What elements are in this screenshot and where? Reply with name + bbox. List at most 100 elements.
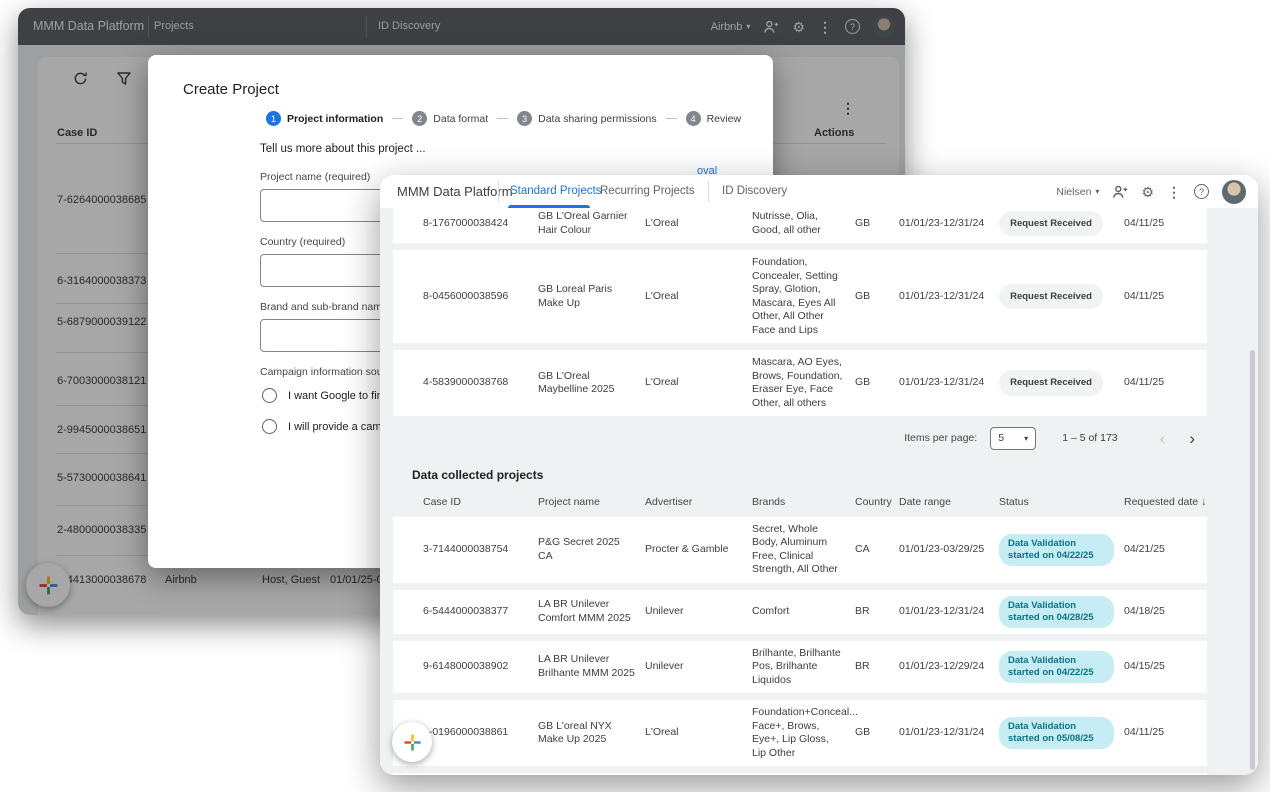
cell-brands: Host, Guest	[262, 574, 321, 586]
case-id: 2-4800000038335	[57, 524, 147, 536]
cell-date-range: 01/01/23-03/29/25	[899, 542, 985, 555]
divider	[56, 352, 156, 353]
avatar[interactable]	[1222, 179, 1246, 204]
cell-case-id: 4-5839000038768	[423, 376, 509, 389]
sort-desc-icon: ↓	[1201, 496, 1207, 508]
column-header-advertiser[interactable]: Advertiser	[645, 496, 693, 508]
front-window: MMM Data Platform Standard Projects Recu…	[380, 175, 1258, 775]
table-row[interactable]: 4-5839000038768 GB L'Oreal Maybelline 20…	[393, 350, 1207, 416]
table-header-row: Case ID Project name Advertiser Brands C…	[393, 492, 1207, 514]
app-title: MMM Data Platform	[33, 19, 145, 33]
country-label: Country (required)	[260, 236, 346, 248]
step-connector	[392, 118, 404, 119]
plus-icon	[39, 576, 57, 594]
cell-requested-date: 04/11/25	[1124, 376, 1165, 389]
kebab-menu-icon[interactable]: ⋮	[1167, 183, 1181, 200]
cell-status: Data Validation started on 04/28/25	[999, 590, 1124, 634]
stepper: 1 Project information 2 Data format 3 Da…	[266, 111, 741, 126]
radio-icon[interactable]	[262, 419, 277, 434]
partial-approval-link[interactable]: oval	[697, 165, 718, 177]
cell-project-name: LA BR Unilever Comfort MMM 2025	[538, 598, 631, 624]
prev-page-chevron-icon[interactable]: ‹	[1159, 428, 1166, 448]
table-row[interactable]: 8-1767000038424 GB L'Oreal Garnier Hair …	[393, 208, 1207, 243]
step-data-sharing-permissions[interactable]: 3 Data sharing permissions	[517, 111, 657, 126]
person-add-icon[interactable]	[1112, 184, 1128, 200]
step-number: 3	[517, 111, 533, 126]
help-icon[interactable]: ?	[1194, 184, 1209, 199]
radio-option-google-find[interactable]: I want Google to find	[262, 388, 740, 403]
cell-case-id: 1-0196000038861	[423, 726, 509, 739]
modal-intro-text: Tell us more about this project ...	[260, 143, 426, 155]
brand-label: Brand and sub-brand nam	[260, 301, 382, 313]
cell-advertiser: Airbnb	[165, 574, 197, 586]
divider	[56, 303, 156, 304]
tab-standard-projects[interactable]: Standard Projects	[510, 185, 602, 197]
page-size-value: 5	[998, 432, 1005, 444]
vertical-scrollbar[interactable]	[1250, 350, 1255, 770]
next-page-chevron-icon[interactable]: ›	[1189, 428, 1195, 448]
kebab-menu-icon[interactable]: ⋮	[818, 18, 832, 35]
tab-projects[interactable]: Projects	[154, 20, 194, 32]
table-row[interactable]: 3-6521000038495 GB L'Oreal Paris Skin Ca…	[393, 773, 1207, 775]
column-header-date-range[interactable]: Date range	[899, 496, 951, 508]
cell-country: BR	[855, 660, 870, 672]
tab-id-discovery[interactable]: ID Discovery	[722, 185, 788, 197]
cell-brands: Secret, Whole Body, Aluminum Free, Clini…	[752, 522, 838, 576]
column-header-requested-date[interactable]: Requested date ↓	[1124, 496, 1207, 508]
column-header-project-name[interactable]: Project name	[538, 496, 600, 508]
front-content: 8-1767000038424 GB L'Oreal Garnier Hair …	[380, 208, 1258, 775]
settings-gear-icon[interactable]: ⚙	[792, 18, 805, 35]
table-row[interactable]: 1-0196000038861 GB L'oreal NYX Make Up 2…	[393, 700, 1207, 766]
page-size-select[interactable]: 5 ▾	[990, 426, 1037, 450]
column-header-actions: Actions	[814, 127, 855, 139]
account-switcher[interactable]: Airbnb ▾	[711, 21, 751, 33]
column-header-country[interactable]: Country	[855, 496, 892, 508]
cell-project-name: GB Loreal Paris Make Up	[538, 283, 613, 309]
cell-date-range: 01/01/23-12/29/24	[899, 660, 985, 672]
table-row[interactable]: 6-5444000038377 LA BR Unilever Comfort M…	[393, 589, 1207, 634]
person-add-icon[interactable]	[763, 19, 779, 35]
column-header-brands[interactable]: Brands	[752, 496, 786, 508]
table-row[interactable]: 8-0456000038596 GB Loreal Paris Make Up …	[393, 250, 1207, 343]
step-number: 2	[412, 111, 428, 126]
radio-option-provide-campaign[interactable]: I will provide a campa	[262, 419, 740, 434]
tab-id-discovery[interactable]: ID Discovery	[378, 20, 441, 32]
status-badge: Data Validation started on 04/22/25	[999, 533, 1114, 566]
cell-brands: Foundation+Conceal... Face+, Brows, Eye+…	[752, 706, 858, 759]
cell-brands: AP Core, AP Golden Age, AP Cell Renew, R…	[752, 773, 855, 775]
step-data-format[interactable]: 2 Data format	[412, 111, 488, 126]
help-icon[interactable]: ?	[845, 19, 860, 34]
account-switcher[interactable]: Nielsen ▾	[1056, 186, 1099, 198]
divider	[56, 405, 156, 406]
cell-advertiser: Unilever	[645, 660, 684, 672]
cell-advertiser: L'Oreal	[645, 216, 679, 229]
kebab-menu-icon[interactable]: ⋮	[841, 100, 855, 116]
column-header-case-id[interactable]: Case ID	[423, 496, 461, 508]
cell-case-id: 8-1767000038424	[423, 216, 509, 229]
tab-recurring-projects[interactable]: Recurring Projects	[600, 185, 695, 197]
page-range: 1 – 5 of 173	[1062, 432, 1118, 444]
refresh-icon[interactable]	[73, 71, 88, 91]
cell-requested-date: 04/11/25	[1124, 216, 1165, 229]
filter-icon[interactable]	[117, 72, 131, 90]
step-number: 1	[266, 111, 281, 126]
case-id: 6-3164000038373	[57, 275, 147, 287]
case-id: 7-6264000038685	[57, 194, 147, 206]
settings-gear-icon[interactable]: ⚙	[1141, 183, 1154, 200]
avatar[interactable]	[873, 15, 895, 38]
table-row[interactable]: 3-7144000038754 P&G Secret 2025 CA Proct…	[393, 516, 1207, 583]
table-row[interactable]: 9-6148000038902 LA BR Unilever Brilhante…	[393, 640, 1207, 693]
items-per-page-label: Items per page:	[904, 432, 978, 444]
step-project-information[interactable]: 1 Project information	[266, 111, 383, 126]
campaign-source-label: Campaign information sou	[260, 366, 383, 378]
column-header-status[interactable]: Status	[999, 496, 1029, 508]
cell-date-range: 01/01/23-12/31/24	[899, 726, 985, 739]
create-project-fab[interactable]	[26, 563, 70, 607]
step-label: Project information	[287, 112, 384, 125]
step-review[interactable]: 4 Review	[685, 111, 741, 126]
active-tab-underline	[508, 205, 590, 208]
divider	[148, 16, 149, 37]
radio-icon[interactable]	[262, 388, 277, 403]
cell-advertiser: Procter & Gamble	[645, 542, 729, 555]
create-project-fab[interactable]	[392, 722, 432, 762]
